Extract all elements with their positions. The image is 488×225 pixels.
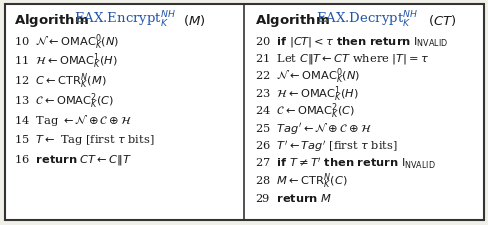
Text: $(M)$: $(M)$	[183, 13, 205, 28]
Text: 16  $\mathbf{return}$ $CT \leftarrow C \| T$: 16 $\mathbf{return}$ $CT \leftarrow C \|…	[14, 152, 131, 166]
Text: 14  Tag $\leftarrow \mathcal{N} \oplus \mathcal{C} \oplus \mathcal{H}$: 14 Tag $\leftarrow \mathcal{N} \oplus \m…	[14, 112, 131, 127]
Text: 12  $C \leftarrow \mathrm{CTR}_{K}^{N}(M)$: 12 $C \leftarrow \mathrm{CTR}_{K}^{N}(M)…	[14, 71, 106, 90]
Text: 27  $\mathbf{if}$ $T \neq T'$ $\mathbf{then\ return}$ $\mathrm{I_{NVALID}}$: 27 $\mathbf{if}$ $T \neq T'$ $\mathbf{th…	[255, 155, 435, 170]
Text: 26  $T' \leftarrow Tag'$ [first $\tau$ bits]: 26 $T' \leftarrow Tag'$ [first $\tau$ bi…	[255, 138, 397, 153]
Text: EAX.Decrypt$_{K}^{NH}$: EAX.Decrypt$_{K}^{NH}$	[315, 10, 417, 30]
Text: $\mathbf{Algorithm}$: $\mathbf{Algorithm}$	[255, 12, 329, 29]
Text: 28  $M \leftarrow \mathrm{CTR}_{K}^{N}(C)$: 28 $M \leftarrow \mathrm{CTR}_{K}^{N}(C)…	[255, 171, 347, 190]
Text: $\mathbf{Algorithm}$: $\mathbf{Algorithm}$	[14, 12, 88, 29]
Text: 23  $\mathcal{H} \leftarrow \mathrm{OMAC}_{K}^{1}(H)$: 23 $\mathcal{H} \leftarrow \mathrm{OMAC}…	[255, 84, 358, 103]
Text: EAX.Encrypt$_{K}^{NH}$: EAX.Encrypt$_{K}^{NH}$	[74, 10, 176, 30]
Text: 11  $\mathcal{H} \leftarrow \mathrm{OMAC}_{K}^{1}(H)$: 11 $\mathcal{H} \leftarrow \mathrm{OMAC}…	[14, 52, 117, 71]
Text: 13  $\mathcal{C} \leftarrow \mathrm{OMAC}_{K}^{2}(C)$: 13 $\mathcal{C} \leftarrow \mathrm{OMAC}…	[14, 91, 114, 110]
Text: 25  $Tag' \leftarrow \mathcal{N} \oplus \mathcal{C} \oplus \mathcal{H}$: 25 $Tag' \leftarrow \mathcal{N} \oplus \…	[255, 121, 371, 136]
Text: 21  Let $C \| T \leftarrow CT$ where $|T| = \tau$: 21 Let $C \| T \leftarrow CT$ where $|T|…	[255, 52, 428, 66]
Text: 24  $\mathcal{C} \leftarrow \mathrm{OMAC}_{K}^{2}(C)$: 24 $\mathcal{C} \leftarrow \mathrm{OMAC}…	[255, 101, 355, 121]
Text: $(CT)$: $(CT)$	[427, 13, 456, 28]
Text: 20  $\mathbf{if}$ $|CT| < \tau$ $\mathbf{then\ return}$ $\mathrm{I_{NVALID}}$: 20 $\mathbf{if}$ $|CT| < \tau$ $\mathbf{…	[255, 35, 447, 49]
Text: 29  $\mathbf{return}$ $M$: 29 $\mathbf{return}$ $M$	[255, 191, 332, 204]
Text: 10  $\mathcal{N} \leftarrow \mathrm{OMAC}_{K}^{0}(N)$: 10 $\mathcal{N} \leftarrow \mathrm{OMAC}…	[14, 32, 119, 51]
Text: 15  $T \leftarrow$ Tag [first $\tau$ bits]: 15 $T \leftarrow$ Tag [first $\tau$ bits…	[14, 133, 154, 146]
Text: 22  $\mathcal{N} \leftarrow \mathrm{OMAC}_{K}^{0}(N)$: 22 $\mathcal{N} \leftarrow \mathrm{OMAC}…	[255, 67, 360, 86]
